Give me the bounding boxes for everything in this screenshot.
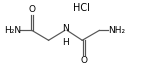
Text: HCl: HCl	[74, 3, 90, 13]
Text: H: H	[63, 38, 69, 47]
Text: NH₂: NH₂	[108, 26, 126, 35]
Text: O: O	[80, 56, 87, 65]
Text: O: O	[29, 5, 36, 14]
Text: H₂N: H₂N	[4, 26, 21, 35]
Text: N: N	[63, 24, 69, 33]
